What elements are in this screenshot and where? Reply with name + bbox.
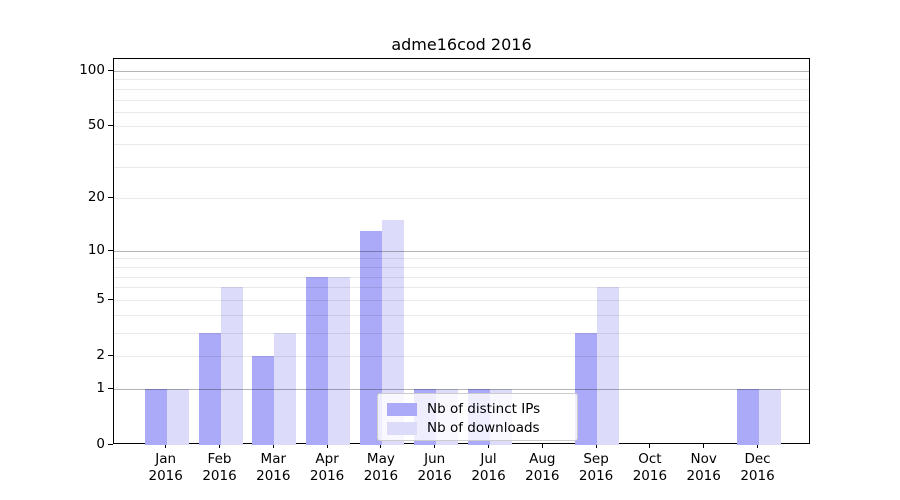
legend-item-distinct-ips: Nb of distinct IPs [387, 400, 568, 418]
gridline-major [114, 388, 809, 390]
y-tick-mark [108, 444, 113, 445]
legend: Nb of distinct IPs Nb of downloads [377, 393, 578, 441]
y-tick-label-20: 20 [87, 189, 105, 206]
y-tick-label-5: 5 [96, 290, 105, 307]
x-tick-mark [595, 444, 597, 448]
x-tick-label-aug: Aug 2016 [525, 451, 560, 484]
x-tick-label-may: May 2016 [363, 451, 399, 484]
legend-item-downloads: Nb of downloads [387, 419, 568, 437]
bar-distinct-ips-feb [198, 332, 221, 445]
gridline-minor [114, 266, 809, 268]
bar-downloads-sep [597, 287, 620, 445]
y-tick-label-10: 10 [87, 241, 105, 258]
x-tick-mark [541, 444, 543, 448]
x-tick-label-jun: Jun 2016 [417, 451, 452, 484]
x-tick-label-feb: Feb 2016 [202, 451, 237, 484]
x-tick-mark [380, 444, 382, 448]
gridline-minor [114, 299, 809, 301]
y-tick-mark [108, 197, 113, 199]
legend-swatch-distinct-ips [387, 402, 417, 416]
gridline-minor [114, 126, 809, 128]
gridline-minor [114, 356, 809, 357]
x-tick-label-dec: Dec 2016 [740, 451, 775, 484]
gridline-minor [114, 198, 809, 200]
x-tick-mark [272, 444, 274, 448]
gridline-minor [114, 314, 809, 316]
y-tick-mark [108, 298, 113, 300]
bar-downloads-may [381, 220, 404, 445]
gridline-major [114, 250, 809, 252]
x-tick-label-apr: Apr 2016 [309, 451, 345, 484]
y-tick-label-0: 0 [96, 436, 105, 452]
gridline-minor [114, 99, 809, 101]
x-tick-mark [434, 444, 436, 448]
gridline-minor [114, 332, 809, 334]
bar-distinct-ips-mar [252, 356, 275, 445]
x-tick-mark [649, 444, 651, 448]
x-tick-label-jan: Jan 2016 [148, 451, 183, 484]
x-tick-mark [165, 444, 167, 448]
bar-downloads-jan [166, 388, 189, 445]
x-tick-label-sep: Sep 2016 [578, 451, 614, 484]
gridline-minor [114, 144, 809, 146]
gridline-minor [114, 276, 809, 278]
x-tick-label-oct: Oct 2016 [632, 451, 668, 484]
y-tick-label-100: 100 [79, 62, 105, 78]
bar-downloads-dec [758, 388, 781, 445]
x-tick-label-jul: Jul 2016 [471, 451, 506, 484]
gridline-minor [114, 79, 809, 81]
bar-distinct-ips-may [359, 231, 382, 445]
gridline-minor [114, 166, 809, 168]
bar-downloads-feb [220, 287, 243, 445]
y-tick-mark [108, 249, 113, 251]
y-tick-label-50: 50 [87, 117, 105, 134]
chart-title: adme16cod 2016 [391, 35, 532, 54]
gridline-major [114, 71, 809, 72]
y-tick-mark [108, 70, 113, 71]
gridline-minor [114, 287, 809, 289]
legend-label-distinct-ips: Nb of distinct IPs [427, 401, 541, 417]
bar-downloads-apr [328, 276, 351, 445]
x-tick-label-mar: Mar 2016 [256, 451, 291, 484]
gridline-minor [114, 258, 809, 260]
x-tick-mark [219, 444, 220, 448]
x-tick-mark [703, 444, 705, 448]
legend-swatch-downloads [387, 421, 417, 435]
bar-distinct-ips-jan [144, 388, 167, 445]
gridline-minor [114, 111, 809, 113]
legend-label-downloads: Nb of downloads [427, 420, 540, 436]
bar-distinct-ips-dec [736, 388, 759, 445]
x-tick-label-nov: Nov 2016 [686, 451, 721, 484]
y-tick-mark [108, 387, 113, 389]
bar-distinct-ips-sep [575, 332, 598, 445]
x-tick-mark [488, 444, 489, 448]
plot-area: Nb of distinct IPs Nb of downloads [113, 58, 810, 445]
bar-distinct-ips-apr [306, 276, 329, 445]
bar-downloads-mar [274, 332, 297, 445]
y-tick-label-1: 1 [96, 379, 105, 396]
y-tick-mark [108, 355, 113, 356]
x-tick-mark [326, 444, 328, 448]
y-tick-label-2: 2 [96, 347, 105, 363]
y-tick-mark [108, 125, 113, 127]
gridline-minor [114, 88, 809, 90]
x-tick-mark [757, 444, 758, 448]
